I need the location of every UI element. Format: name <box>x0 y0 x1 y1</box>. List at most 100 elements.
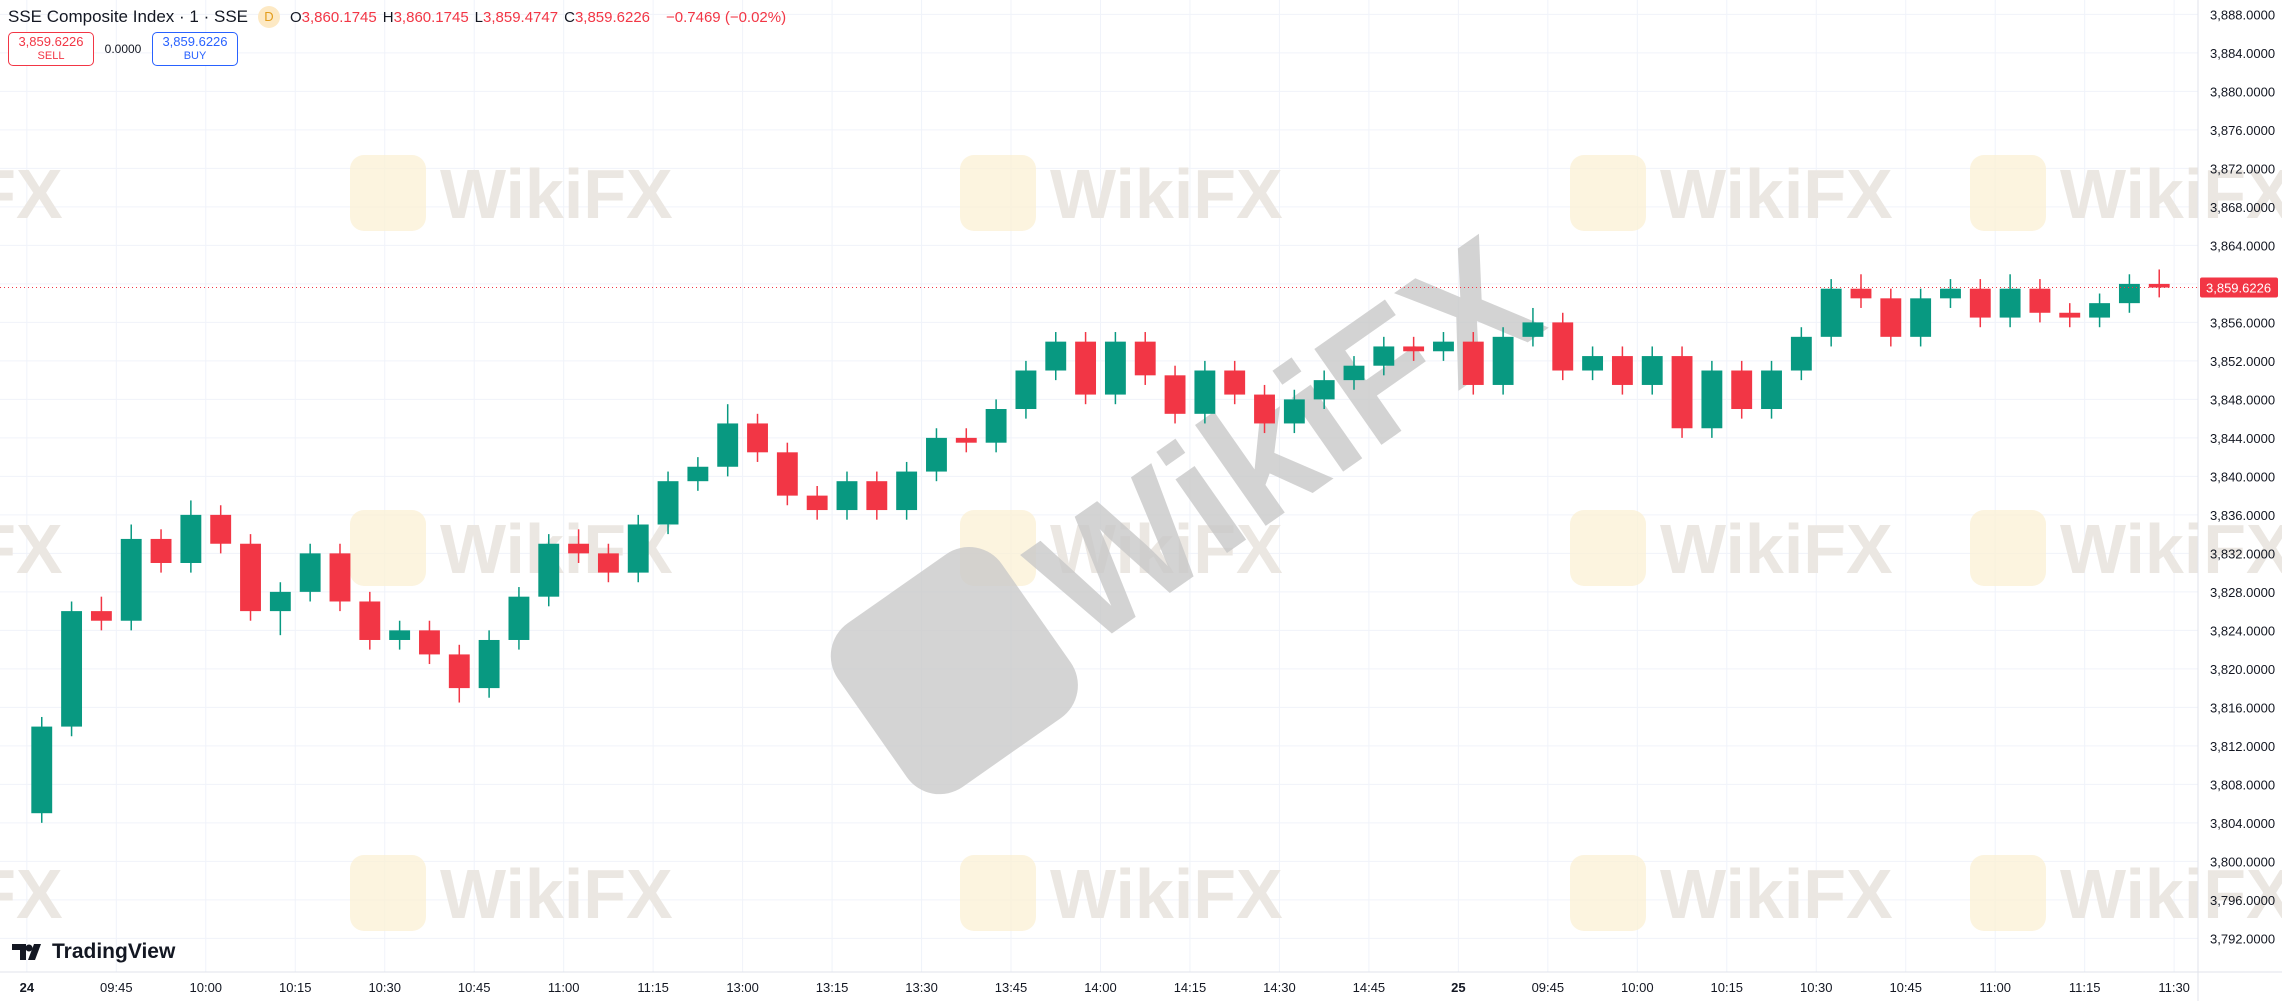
candle-body <box>120 538 142 621</box>
candle-body <box>1104 341 1126 395</box>
tradingview-logo[interactable]: TradingView <box>12 940 175 964</box>
candle-body <box>1522 322 1544 337</box>
x-tick-label: 13:15 <box>816 980 849 995</box>
candle-body <box>717 423 739 467</box>
y-tick-label: 3,820.0000 <box>2210 662 2275 677</box>
candle-body <box>1313 380 1335 400</box>
spread: 0.0000 <box>104 42 142 56</box>
y-tick-label: 3,804.0000 <box>2210 816 2275 831</box>
candle-body <box>836 481 858 511</box>
symbol[interactable]: SSE Composite Index · 1 · SSE <box>8 7 248 26</box>
y-tick-label: 3,808.0000 <box>2210 777 2275 792</box>
y-tick-label: 3,828.0000 <box>2210 585 2275 600</box>
candle-body <box>2089 303 2111 318</box>
ohlc-value: 3,859.6226 <box>574 8 651 26</box>
candle-body <box>1999 288 2021 318</box>
candle-body <box>776 452 798 496</box>
sell-button[interactable]: 3,859.6226 SELL <box>8 32 94 66</box>
candle-body <box>1910 298 1932 337</box>
y-tick-label: 3,856.0000 <box>2210 315 2275 330</box>
candle-body <box>240 543 261 612</box>
x-tick-label: 10:45 <box>1889 980 1922 995</box>
watermark-logo <box>1970 510 2046 586</box>
watermarks: WikiFX WikiFX WikiFX WikiFX WikiFX WikiFX Wiki… <box>0 155 2282 933</box>
candle-body <box>180 514 202 563</box>
candle-body <box>359 601 381 640</box>
y-tick-label: 3,800.0000 <box>2210 854 2275 869</box>
legend-header: SSE Composite Index · 1 · SSE D O3,860.1… <box>8 6 786 28</box>
interval-badge[interactable]: D <box>258 6 280 28</box>
candle-body <box>955 437 977 443</box>
candle-body <box>1492 336 1514 385</box>
y-tick-label: 3,868.0000 <box>2210 200 2275 215</box>
y-tick-label: 3,876.0000 <box>2210 123 2275 138</box>
candle-body <box>1343 365 1365 381</box>
y-tick-label: 3,884.0000 <box>2210 46 2275 61</box>
candle-body <box>657 481 679 525</box>
logo-text: TradingView <box>52 940 176 963</box>
sell-label: SELL <box>37 50 65 62</box>
candle-body <box>508 596 530 640</box>
candle-body <box>1940 288 1961 299</box>
watermark-logo <box>1970 155 2046 231</box>
axes: 3,792.0000 3,796.0000 3,800.0000 3,804.0000… <box>0 7 2278 995</box>
x-tick-label: 13:00 <box>726 980 759 995</box>
watermark-text: WikiFX <box>1660 155 1893 233</box>
candle-body <box>1969 288 1991 318</box>
candle-body <box>1820 288 1842 337</box>
candle-body <box>2118 283 2140 304</box>
trade-panel: 3,859.6226 SELL 0.0000 3,859.6226 BUY <box>8 32 238 66</box>
candle-body <box>1611 356 1633 385</box>
candle-body <box>478 639 500 689</box>
candle-body <box>210 514 232 544</box>
ohlc: O3,860.1745 H3,860.1745 L3,859.4747 C3,859.… <box>290 9 656 26</box>
x-tick-label: 11:15 <box>637 980 669 995</box>
candle-body <box>2059 312 2081 318</box>
candles <box>31 269 2170 823</box>
candle-body <box>896 471 918 511</box>
x-tick-label: 09:45 <box>1532 980 1565 995</box>
candle-body <box>31 726 53 814</box>
candle-body <box>1075 341 1097 395</box>
candle-body <box>985 409 1007 443</box>
y-tick-label: 3,812.0000 <box>2210 739 2275 754</box>
candle-body <box>1283 399 1305 424</box>
y-tick-label: 3,852.0000 <box>2210 354 2275 369</box>
y-tick-label: 3,844.0000 <box>2210 431 2275 446</box>
change: −0.7469 (−0.02%) <box>666 8 787 26</box>
buy-button[interactable]: 3,859.6226 BUY <box>152 32 238 66</box>
buy-label: BUY <box>183 50 207 62</box>
candle-body <box>61 611 83 727</box>
buy-price: 3,859.6226 <box>162 34 228 49</box>
candle-body <box>1164 375 1186 414</box>
candle-body <box>806 495 828 511</box>
y-tick-label: 3,888.0000 <box>2210 7 2275 22</box>
x-tick-label: 10:15 <box>1711 980 1744 995</box>
y-tick-label: 3,832.0000 <box>2210 546 2275 561</box>
watermark-logo <box>1970 855 2046 931</box>
candle-body <box>2148 283 2170 288</box>
watermark-text: WikiFX <box>1050 155 1283 233</box>
watermark-logo <box>350 155 426 231</box>
candle-body <box>1194 370 1216 414</box>
x-tick-label: 11:00 <box>548 980 580 995</box>
x-tick-label: 11:15 <box>2069 980 2101 995</box>
watermark-logo <box>830 547 1078 795</box>
candle-body <box>1045 341 1067 371</box>
x-tick-label: 10:00 <box>190 980 223 995</box>
candle-body <box>1134 341 1156 376</box>
candle-body <box>1552 322 1574 371</box>
ohlc-letter: O <box>290 8 302 26</box>
y-tick-label: 3,836.0000 <box>2210 508 2275 523</box>
x-tick-label: 25 <box>1451 980 1465 995</box>
logo-icon <box>12 944 41 960</box>
candle-body <box>568 543 590 554</box>
watermark-text: WikiFX <box>0 510 63 588</box>
candle-body <box>299 553 321 592</box>
candle-body <box>1462 341 1484 385</box>
y-tick-label: 3,864.0000 <box>2210 238 2275 253</box>
candle-body <box>1015 370 1037 410</box>
candle-body <box>1790 336 1812 371</box>
candle-body <box>1403 346 1425 352</box>
